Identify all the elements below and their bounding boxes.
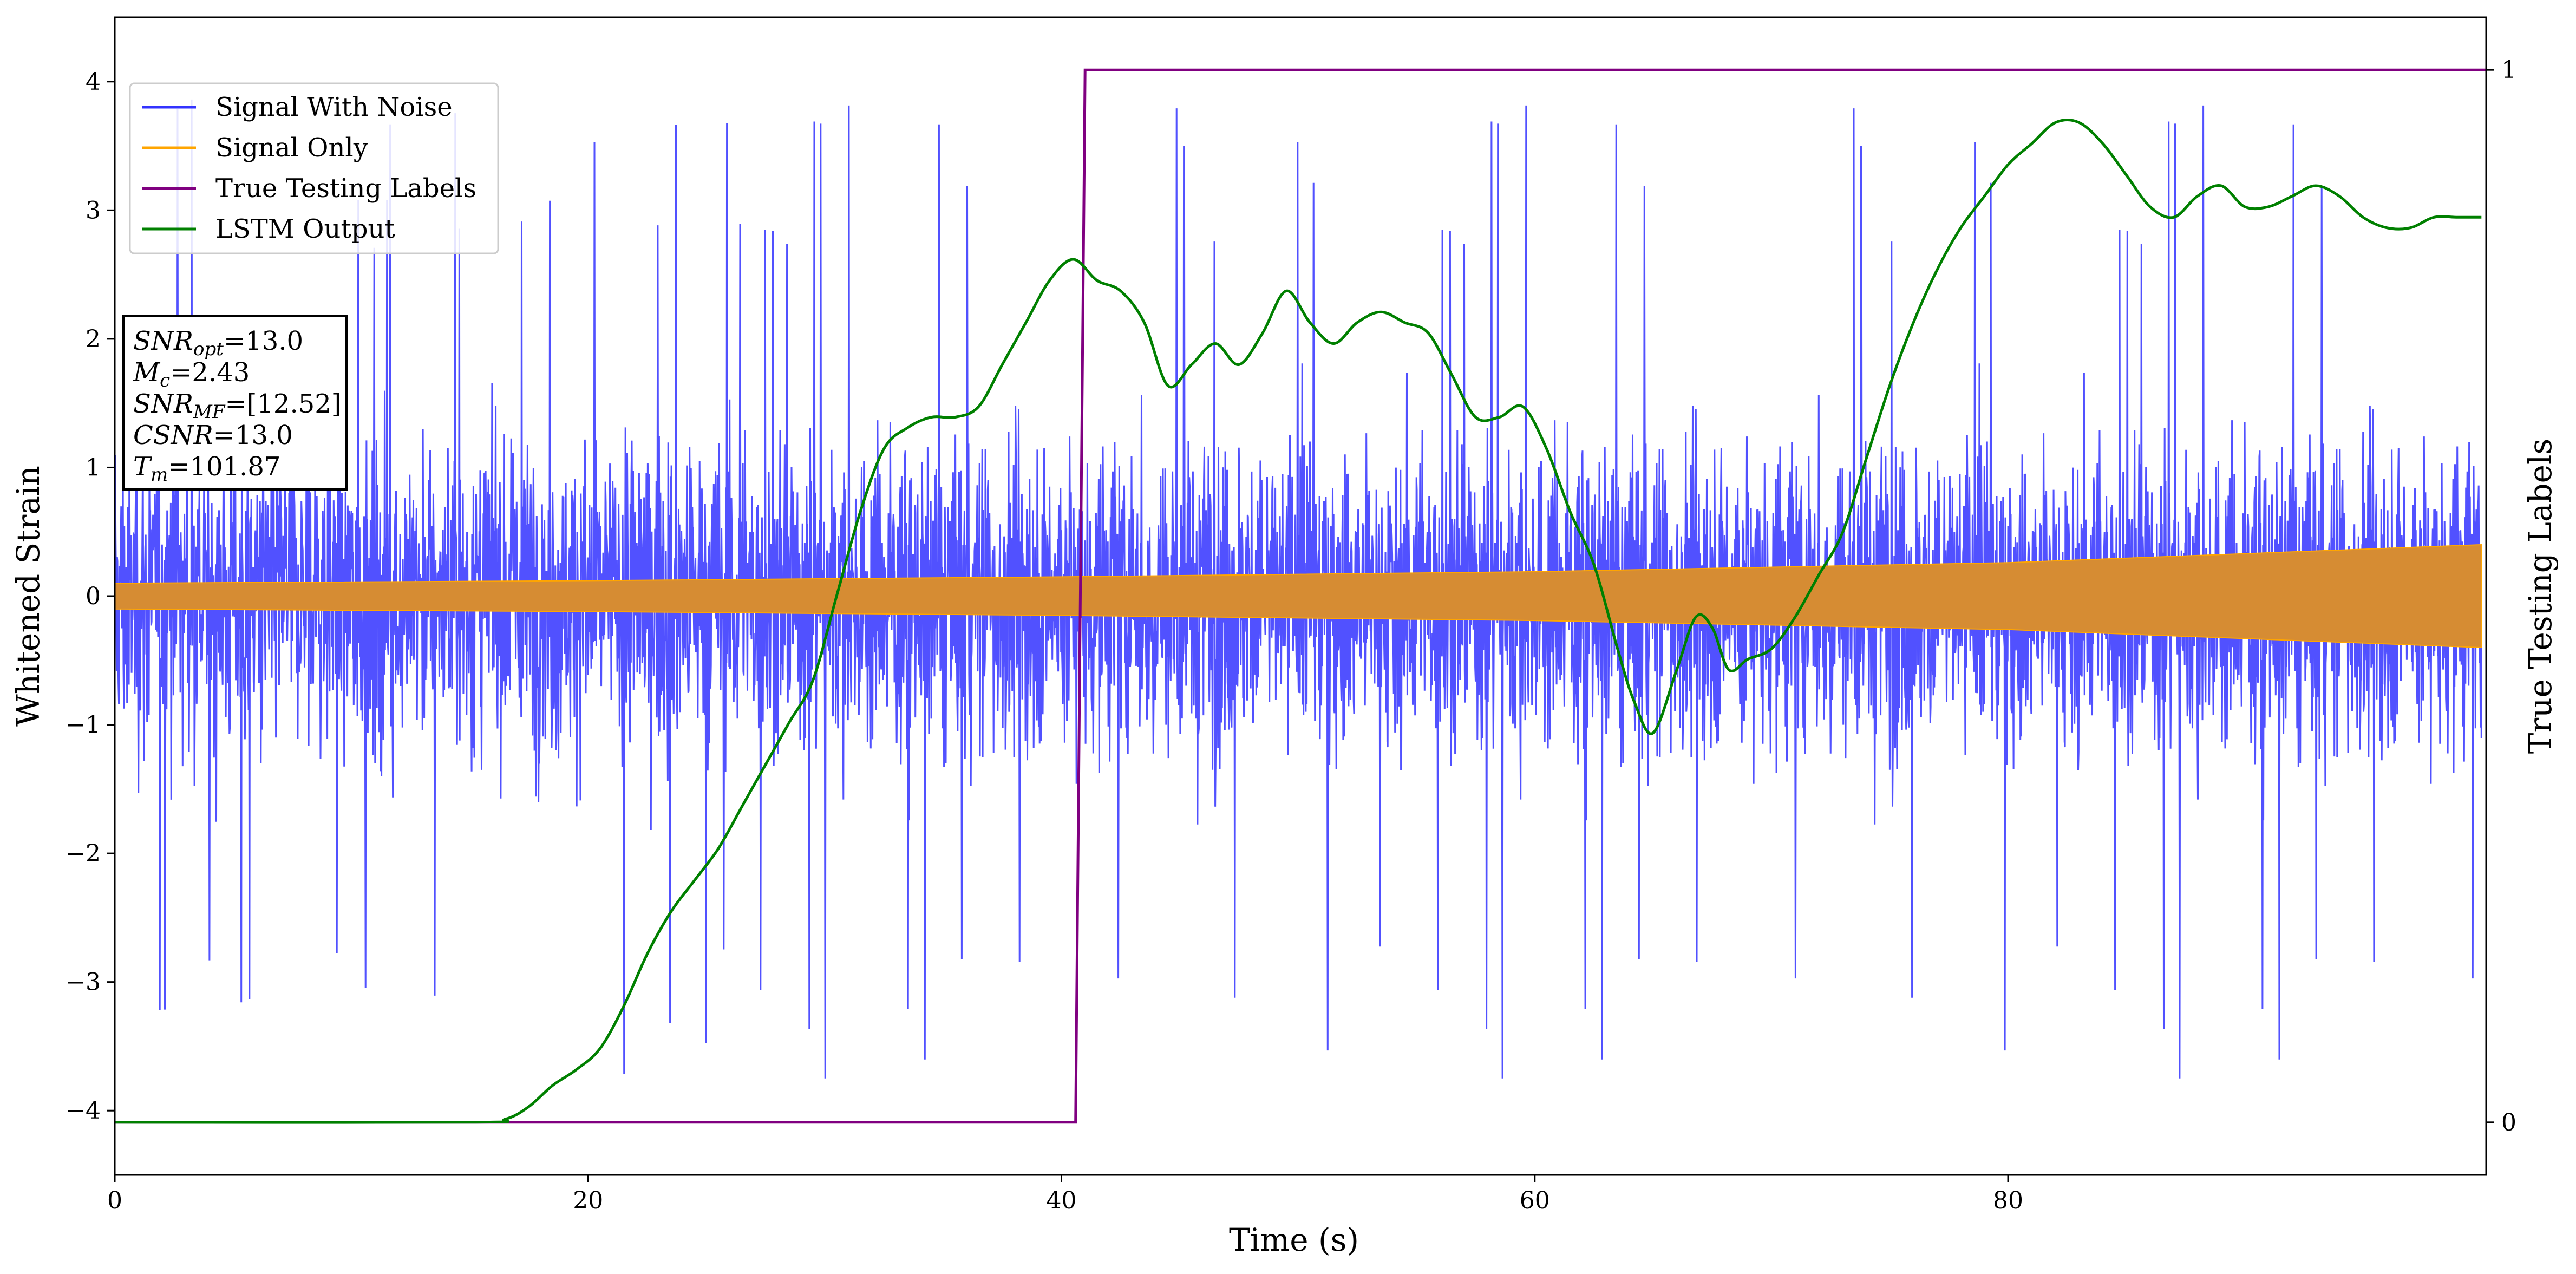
x-tick-label: 60 (1520, 1187, 1550, 1214)
y-tick-label: 0 (86, 583, 101, 610)
x-axis-label: Time (s) (1229, 1221, 1359, 1258)
true-testing-labels-series (115, 68, 2486, 1124)
y2-tick-label: 0 (2501, 1109, 2516, 1136)
annotation-line: SNRMF=[12.52] (133, 389, 342, 423)
annotation-line: Mc=2.43 (133, 357, 250, 391)
y2-axis-label: True Testing Labels (2522, 439, 2559, 754)
lstm-output-series (115, 119, 2482, 1124)
y-tick-label: −2 (66, 840, 101, 867)
x-tick-label: 40 (1047, 1187, 1077, 1214)
y-tick-label: 4 (86, 68, 101, 96)
y-tick-label: −1 (66, 711, 101, 739)
legend-box (129, 82, 499, 254)
y2-tick-label: 1 (2501, 56, 2516, 84)
y-axis-label: Whitened Strain (10, 466, 47, 727)
x-tick-label: 0 (107, 1187, 122, 1214)
true-labels-line (115, 68, 2486, 1124)
signal-only-band (115, 544, 2482, 649)
legend-label: LSTM Output (215, 214, 395, 244)
x-tick-label: 20 (573, 1187, 603, 1214)
y-tick-label: 2 (86, 325, 101, 353)
lstm-output-line (115, 119, 2482, 1124)
signal-only-series (115, 544, 2482, 649)
legend-label: Signal With Noise (215, 92, 453, 122)
y-tick-label: −3 (66, 969, 101, 996)
annotation-box (122, 315, 348, 491)
y-tick-label: −4 (66, 1097, 101, 1125)
annotation-line: SNRopt=13.0 (133, 326, 303, 360)
legend-label: Signal Only (215, 133, 368, 163)
annotation-line: CSNR=13.0 (133, 420, 293, 450)
x-tick-label: 80 (1993, 1187, 2023, 1214)
y-tick-label: 1 (86, 454, 101, 481)
parameter-annotation-box: SNRopt=13.0Mc=2.43SNRMF=[12.52]CSNR=13.0… (122, 315, 348, 491)
legend-label: True Testing Labels (215, 173, 476, 204)
y-tick-label: 3 (86, 197, 101, 224)
legend: Signal With Noise Signal Only True Testing… (129, 82, 499, 254)
annotation-line: Tm=101.87 (133, 452, 280, 486)
